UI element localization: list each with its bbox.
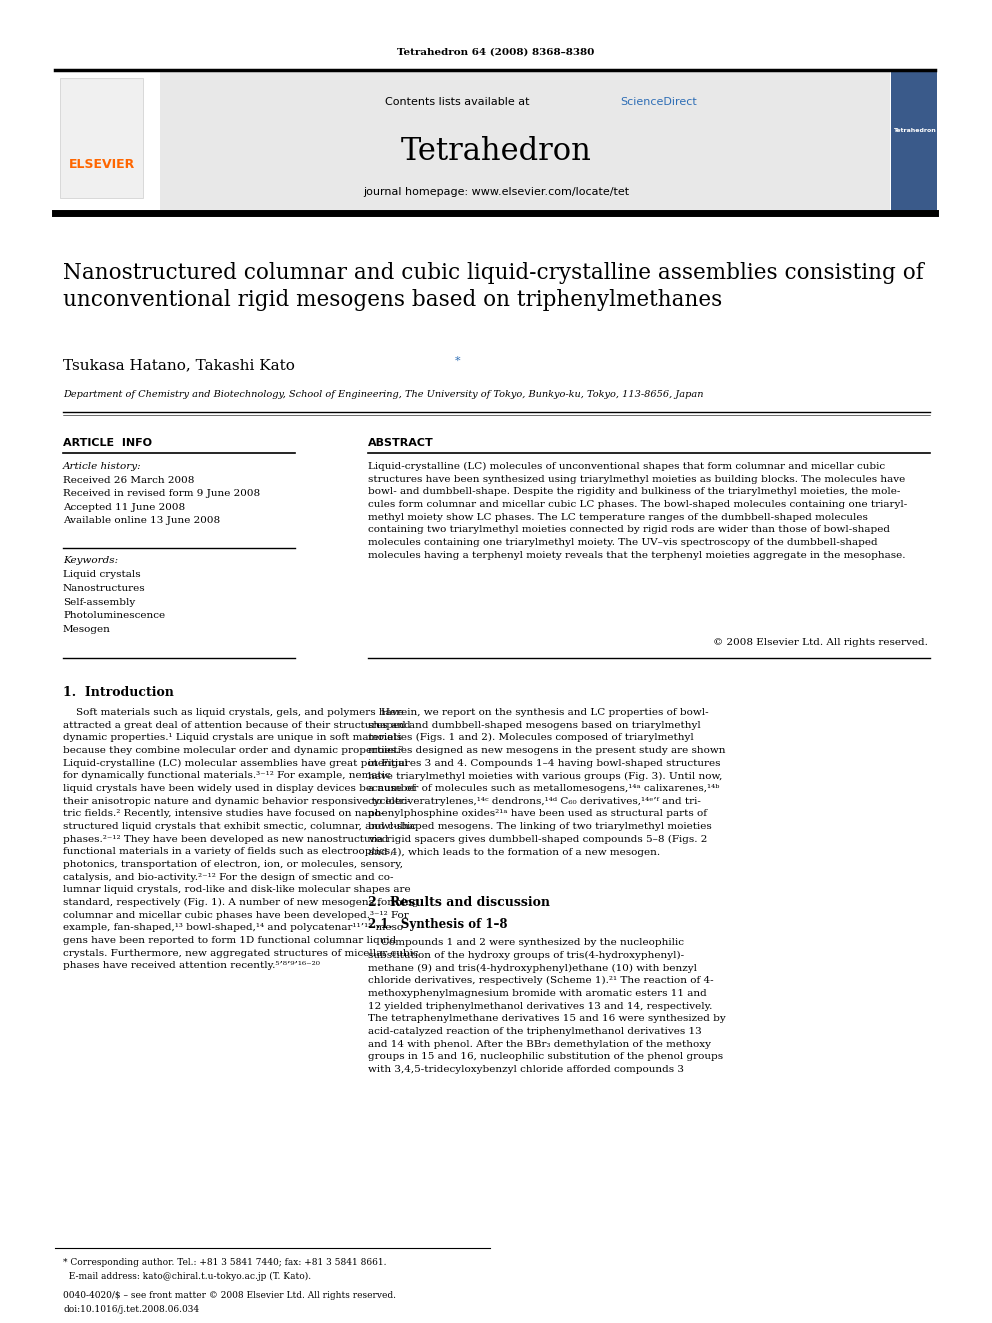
Text: Contents lists available at: Contents lists available at	[385, 97, 533, 107]
Text: ELSEVIER: ELSEVIER	[68, 159, 135, 172]
Text: Keywords:: Keywords:	[63, 556, 118, 565]
Text: journal homepage: www.elsevier.com/locate/tet: journal homepage: www.elsevier.com/locat…	[363, 187, 629, 197]
Text: *: *	[455, 356, 460, 366]
Text: ABSTRACT: ABSTRACT	[368, 438, 434, 448]
Text: * Corresponding author. Tel.: +81 3 5841 7440; fax: +81 3 5841 8661.: * Corresponding author. Tel.: +81 3 5841…	[63, 1258, 387, 1267]
Text: Soft materials such as liquid crystals, gels, and polymers have
attracted a grea: Soft materials such as liquid crystals, …	[63, 708, 419, 970]
Text: 0040-4020/$ – see front matter © 2008 Elsevier Ltd. All rights reserved.: 0040-4020/$ – see front matter © 2008 El…	[63, 1291, 396, 1301]
Text: Compounds 1 and 2 were synthesized by the nucleophilic
substitution of the hydro: Compounds 1 and 2 were synthesized by th…	[368, 938, 726, 1074]
Text: Article history:: Article history:	[63, 462, 142, 471]
Text: Tetrahedron 64 (2008) 8368–8380: Tetrahedron 64 (2008) 8368–8380	[398, 48, 594, 57]
Text: Received 26 March 2008
Received in revised form 9 June 2008
Accepted 11 June 200: Received 26 March 2008 Received in revis…	[63, 476, 260, 525]
Text: Tetrahedron: Tetrahedron	[401, 136, 591, 168]
Text: Tsukasa Hatano, Takashi Kato: Tsukasa Hatano, Takashi Kato	[63, 359, 300, 372]
Text: Liquid-crystalline (LC) molecules of unconventional shapes that form columnar an: Liquid-crystalline (LC) molecules of unc…	[368, 462, 908, 560]
Text: ARTICLE  INFO: ARTICLE INFO	[63, 438, 152, 448]
Text: ScienceDirect: ScienceDirect	[620, 97, 696, 107]
Text: Department of Chemistry and Biotechnology, School of Engineering, The University: Department of Chemistry and Biotechnolog…	[63, 390, 703, 400]
Text: Liquid crystals
Nanostructures
Self-assembly
Photoluminescence
Mesogen: Liquid crystals Nanostructures Self-asse…	[63, 570, 165, 634]
Text: E-mail address: kato@chiral.t.u-tokyo.ac.jp (T. Kato).: E-mail address: kato@chiral.t.u-tokyo.ac…	[63, 1271, 311, 1281]
Text: 1.  Introduction: 1. Introduction	[63, 687, 174, 699]
Text: Tetrahedron: Tetrahedron	[893, 127, 935, 132]
Text: 2.1.  Synthesis of 1–8: 2.1. Synthesis of 1–8	[368, 918, 508, 931]
Text: © 2008 Elsevier Ltd. All rights reserved.: © 2008 Elsevier Ltd. All rights reserved…	[713, 638, 928, 647]
Text: Nanostructured columnar and cubic liquid-crystalline assemblies consisting of
un: Nanostructured columnar and cubic liquid…	[63, 262, 924, 311]
Text: Herein, we report on the synthesis and LC properties of bowl-
shaped and dumbbel: Herein, we report on the synthesis and L…	[368, 708, 725, 857]
Text: doi:10.1016/j.tet.2008.06.034: doi:10.1016/j.tet.2008.06.034	[63, 1304, 199, 1314]
Text: 2.  Results and discussion: 2. Results and discussion	[368, 896, 550, 909]
